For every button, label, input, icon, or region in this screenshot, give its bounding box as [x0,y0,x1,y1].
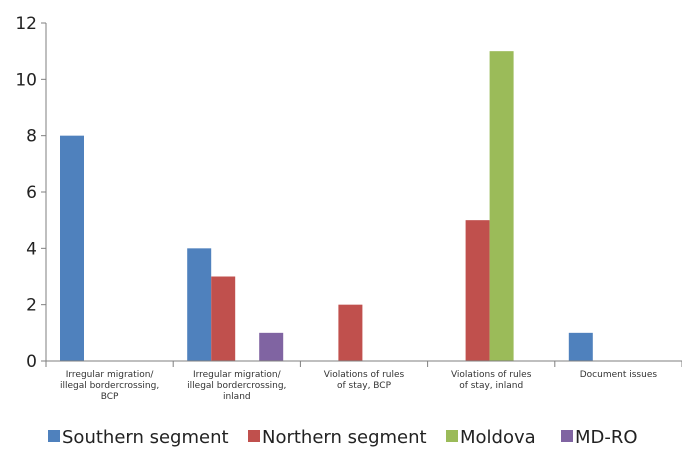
y-tick-label: 4 [26,239,37,259]
bar-northern-segment [338,304,363,361]
y-tick-label: 2 [26,296,37,316]
legend: Southern segment Northern segment Moldova M… [48,427,638,448]
y-tick-label: 10 [15,70,37,90]
y-tick-label: 12 [15,14,37,34]
y-axis: 0 2 4 6 8 10 12 [15,14,47,372]
bar-southern-segment [187,248,212,361]
legend-label: Southern segment [62,427,229,448]
legend-swatch [48,430,60,442]
legend-swatch [446,430,458,442]
legend-swatch [561,430,573,442]
x-tick-label: Document issues [580,370,658,380]
bar-northern-segment [465,220,490,361]
x-tick-label-line: Document issues [580,370,658,380]
x-tick-label: Irregular migration/illegal bordercrossi… [60,370,159,402]
legend-label: Northern segment [262,427,427,448]
x-tick-label-line: inland [223,392,251,402]
bars [60,51,593,362]
x-tick-label: Violations of rules of stay, inland [451,370,532,391]
legend-swatch [248,430,260,442]
legend-label: Moldova [460,427,536,448]
x-tick-label-line: Irregular migration/ [193,370,282,380]
y-tick-label: 6 [26,183,37,203]
x-tick-label: Irregular migration/illegal bordercrossi… [187,370,286,402]
x-tick-label-line: Violations of rules [324,370,405,380]
x-tick-label-line: BCP [101,392,119,402]
bar-northern-segment [211,276,236,361]
x-tick-label-line: illegal bordercrossing, [60,381,159,391]
bar-moldova [489,51,514,362]
x-tick-label: Violations of rules of stay, BCP [324,370,405,391]
y-tick-label: 8 [26,127,37,147]
x-tick-label-line: Violations of rules [451,370,532,380]
x-tick-label-line: of stay, inland [459,381,523,391]
bar-southern-segment [60,135,84,361]
x-axis: Irregular migration/illegal bordercrossi… [45,360,682,402]
bar-md-ro [259,332,284,361]
bar-southern-segment [568,332,593,361]
legend-label: MD-RO [575,427,638,448]
x-tick-label-line: illegal bordercrossing, [187,381,286,391]
x-tick-label-line: of stay, BCP [337,381,392,391]
x-tick-label-line: Irregular migration/ [66,370,155,380]
y-tick-label: 0 [26,352,37,372]
